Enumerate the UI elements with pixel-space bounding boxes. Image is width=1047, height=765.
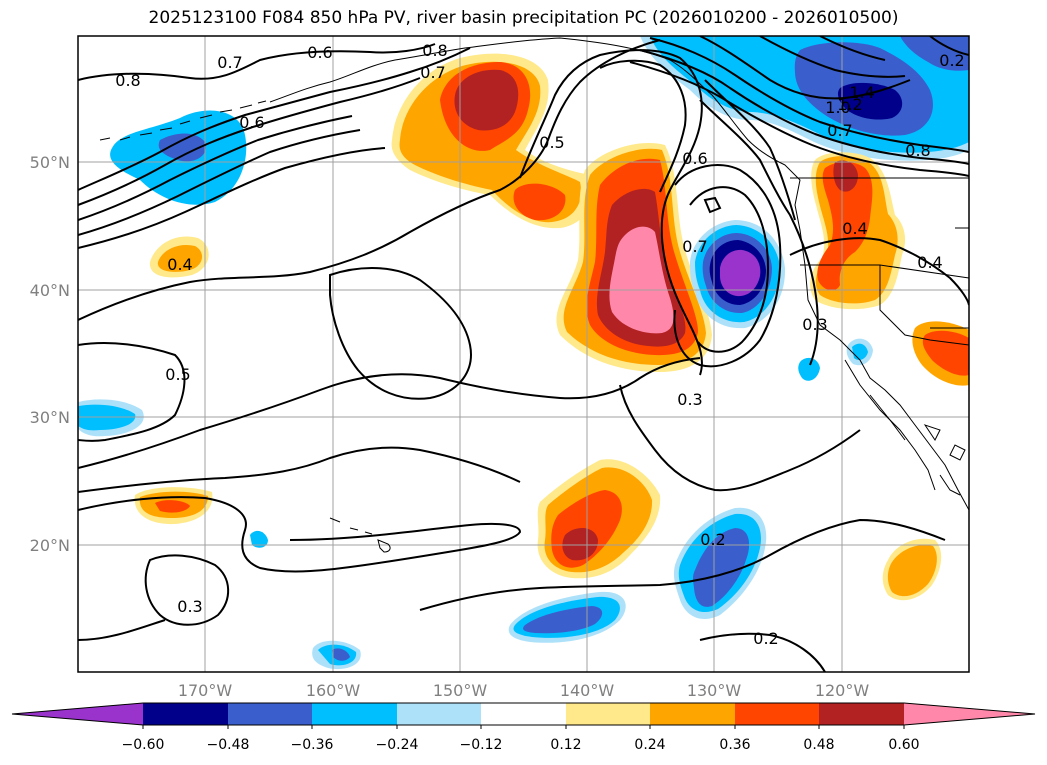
colorbar-tick-label: 0.60 xyxy=(888,737,919,753)
colorbar-tick-label: −0.60 xyxy=(122,737,165,753)
colorbar-tick-label: −0.36 xyxy=(291,737,334,753)
pos-blob xyxy=(562,528,598,561)
contour-label: 0.4 xyxy=(167,255,192,274)
contour-label: 0.3 xyxy=(802,315,827,334)
neg-blob xyxy=(78,404,136,431)
colorbar-segment xyxy=(397,703,481,725)
colorbar-tick-label: −0.24 xyxy=(376,737,419,753)
contour-label: 0.7 xyxy=(420,63,445,82)
pv-contours xyxy=(78,36,969,672)
colorbar-segment xyxy=(735,703,819,725)
colorbar-tick-label: −0.12 xyxy=(460,737,503,753)
contour-label: 0.5 xyxy=(165,365,190,384)
pos-blob xyxy=(513,183,566,221)
colorbar-tick-label: −0.48 xyxy=(207,737,250,753)
lat-label-50n: 50°N xyxy=(30,153,70,172)
pos-blob xyxy=(157,244,203,272)
neg-blob xyxy=(250,530,268,548)
contour-label: 0.4 xyxy=(917,253,942,272)
lat-label-40n: 40°N xyxy=(30,281,70,300)
graticule xyxy=(78,36,969,672)
contour-label: 0.6 xyxy=(307,43,332,62)
contour-label: 0.8 xyxy=(115,71,140,90)
neg-blob xyxy=(720,249,761,297)
lon-label-140w: 140°W xyxy=(560,681,615,700)
contour-label: 0.2 xyxy=(939,51,964,70)
contour-label: 0.6 xyxy=(239,113,264,132)
pos-blob xyxy=(887,544,937,597)
neg-blob xyxy=(798,357,820,381)
neg-blob xyxy=(900,36,969,71)
pos-blob xyxy=(454,69,519,131)
lat-label-20n: 20°N xyxy=(30,536,70,555)
colorbar-tick-label: 0.12 xyxy=(550,737,581,753)
contour-label: 1.2 xyxy=(837,95,862,114)
map-frame xyxy=(77,35,970,673)
lon-label-150w: 150°W xyxy=(433,681,488,700)
lon-label-170w: 170°W xyxy=(178,681,233,700)
colorbar-segment xyxy=(819,703,904,725)
contour-label: 1.4 xyxy=(849,83,874,102)
contour-label: 0.2 xyxy=(700,530,725,549)
colorbar-segment xyxy=(566,703,650,725)
colorbar-tick-label: 0.24 xyxy=(634,737,665,753)
contour-label: 0.7 xyxy=(682,237,707,256)
neg-blob xyxy=(158,133,206,162)
contour-label: 0.2 xyxy=(753,629,778,648)
colorbar-tick-label: 0.36 xyxy=(719,737,750,753)
colorbar-segment xyxy=(143,703,228,725)
contour-label: 0.7 xyxy=(827,121,852,140)
contour-label: 0.5 xyxy=(539,133,564,152)
chart-title: 2025123100 F084 850 hPa PV, river basin … xyxy=(148,8,899,28)
colorbar-segment xyxy=(228,703,312,725)
lon-label-120w: 120°W xyxy=(815,681,870,700)
latitude-labels: 50°N 40°N 30°N 20°N xyxy=(30,153,70,555)
pos-blob xyxy=(817,162,873,291)
contour-label: 0.3 xyxy=(177,597,202,616)
neg-blob xyxy=(332,648,350,661)
neg-blob xyxy=(837,82,903,120)
colorbar-min-arrow xyxy=(12,703,143,725)
contour-label: 0.8 xyxy=(905,141,930,160)
pos-blob xyxy=(609,226,674,334)
contour-label-layer: 0.8 0.7 0.6 0.8 0.7 0.6 0.5 0.6 0.7 0.4 … xyxy=(115,41,964,648)
colorbar: −0.60 −0.48 −0.36 −0.24 −0.12 0.12 0.24 … xyxy=(11,702,1036,753)
lon-label-160w: 160°W xyxy=(306,681,361,700)
contour-label: 1.0 xyxy=(825,98,850,117)
colorbar-segment xyxy=(312,703,397,725)
coastlines xyxy=(99,37,969,553)
colorbar-max-arrow xyxy=(904,703,1035,725)
colorbar-segment xyxy=(650,703,735,725)
pos-blob xyxy=(155,500,190,513)
contour-label: 0.4 xyxy=(842,219,867,238)
contour-label: 0.3 xyxy=(677,390,702,409)
pos-blob xyxy=(922,330,969,376)
pos-blob xyxy=(833,160,858,192)
neg-blob xyxy=(693,528,750,607)
contour-label: 0.7 xyxy=(217,53,242,72)
lon-label-130w: 130°W xyxy=(687,681,742,700)
contour-label: 0.6 xyxy=(682,149,707,168)
lat-label-30n: 30°N xyxy=(30,408,70,427)
neg-blob xyxy=(523,606,603,634)
contour-label: 0.8 xyxy=(422,41,447,60)
colorbar-segment xyxy=(481,703,566,725)
longitude-labels: 170°W 160°W 150°W 140°W 130°W 120°W xyxy=(178,681,870,700)
colorbar-tick-label: 0.48 xyxy=(803,737,834,753)
